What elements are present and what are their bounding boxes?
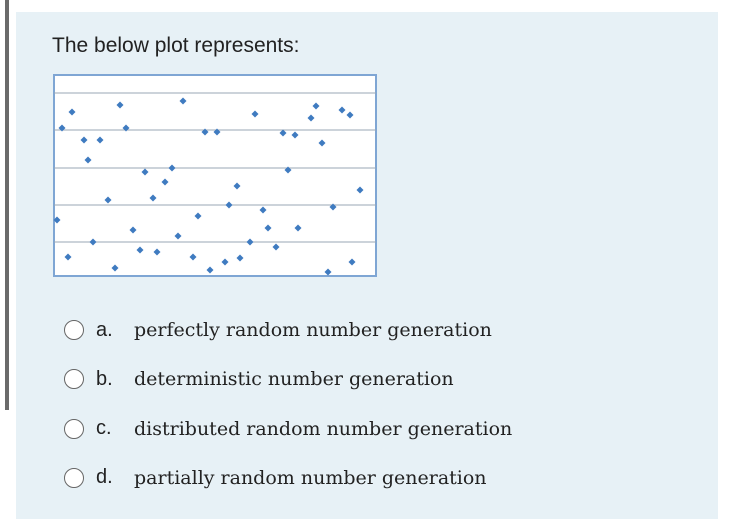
scatter-image	[53, 74, 377, 277]
plot-frame	[53, 74, 377, 277]
radio-button[interactable]	[64, 467, 84, 488]
radio-button[interactable]	[64, 369, 84, 390]
radio-button[interactable]	[64, 320, 84, 340]
option-text: perfectly random number generation	[134, 319, 492, 341]
option[interactable]: b. deterministic number generation	[64, 366, 454, 392]
option-text: distributed random number generation	[134, 417, 513, 440]
option[interactable]: c. distributed random number generation	[64, 416, 512, 442]
option-letter: a.	[96, 318, 113, 341]
question-text: The below plot represents:	[52, 34, 300, 57]
scrollbar	[5, 0, 9, 410]
option[interactable]: a. perfectly random number generation	[64, 317, 492, 343]
option-text: partially random number generation	[134, 466, 487, 489]
option[interactable]: d. partially random number generation	[64, 465, 487, 491]
option-text: deterministic number generation	[134, 368, 454, 391]
option-letter: c.	[96, 417, 112, 440]
option-letter: b.	[96, 367, 113, 390]
radio-button[interactable]	[64, 418, 84, 439]
plot-lines	[54, 92, 376, 243]
option-letter: d.	[96, 466, 113, 489]
